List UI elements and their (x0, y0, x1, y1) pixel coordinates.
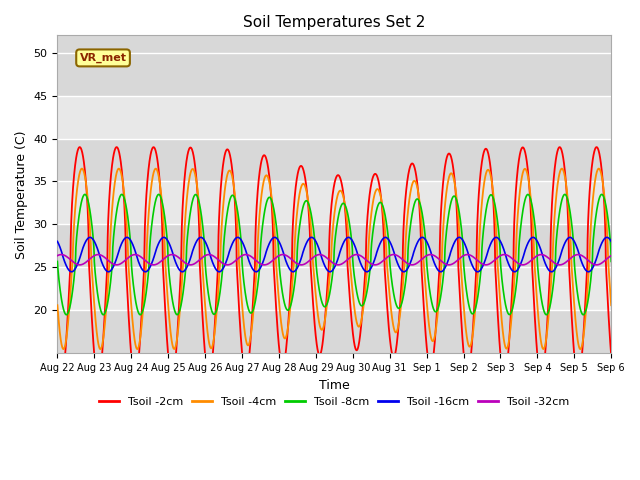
Bar (58, 225, 611, 267)
Bar (58, 139, 611, 181)
Bar (58, 267, 611, 311)
Y-axis label: Soil Temperature (C): Soil Temperature (C) (15, 130, 28, 259)
Text: VR_met: VR_met (79, 53, 127, 63)
Title: Soil Temperatures Set 2: Soil Temperatures Set 2 (243, 15, 426, 30)
Bar (58, 181, 611, 225)
Bar (58, 36, 611, 96)
Bar (58, 311, 611, 353)
X-axis label: Time: Time (319, 379, 349, 392)
Bar (58, 96, 611, 139)
Legend: Tsoil -2cm, Tsoil -4cm, Tsoil -8cm, Tsoil -16cm, Tsoil -32cm: Tsoil -2cm, Tsoil -4cm, Tsoil -8cm, Tsoi… (95, 393, 574, 411)
